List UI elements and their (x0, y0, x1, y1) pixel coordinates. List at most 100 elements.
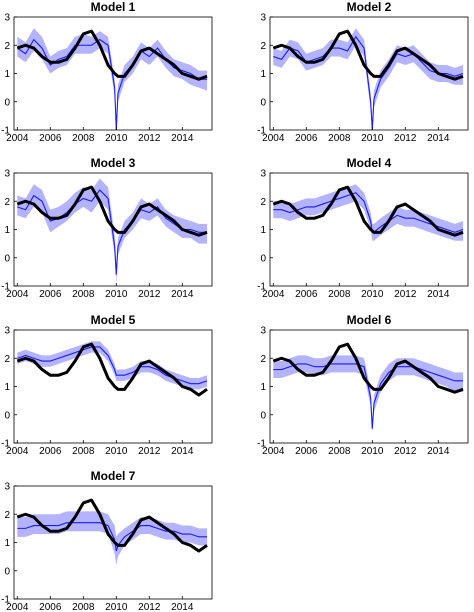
x-tick-label: 2006 (295, 289, 318, 300)
plot-area (272, 184, 464, 241)
y-tick-label: -1 (257, 126, 266, 137)
panel-title: Model 2 (347, 0, 392, 14)
y-tick-label: 1 (4, 69, 10, 80)
x-tick-label: 2012 (138, 446, 161, 457)
x-tick-label: 2004 (6, 133, 29, 144)
panel-title: Model 3 (91, 156, 136, 170)
y-tick-label: 2 (4, 354, 10, 365)
x-tick-label: 2006 (39, 446, 62, 457)
actual-series-line (272, 342, 464, 394)
x-tick-label: 2010 (105, 133, 128, 144)
actual-series-line (16, 342, 208, 397)
plot-area (16, 498, 208, 566)
y-tick-label: -1 (1, 126, 10, 137)
x-tick-label: 2004 (6, 289, 29, 300)
x-tick-label: 2010 (105, 602, 128, 612)
panel-1: -1 0 1 2 3 2004 2006 2008 2010 2012 2014 Model 1 (1, 0, 213, 144)
y-tick-label: 2 (4, 197, 10, 208)
plot-area (16, 341, 208, 397)
y-tick-label: 0 (4, 566, 10, 577)
x-tick-label: 2012 (138, 133, 161, 144)
y-tick-label: 0 (260, 97, 266, 108)
y-tick-label: -1 (257, 282, 266, 293)
x-tick-label: 2008 (72, 602, 95, 612)
y-tick-label: 0 (4, 253, 10, 264)
model-median-line (16, 38, 208, 130)
y-tick-label: 1 (4, 225, 10, 236)
x-tick-label: 2006 (295, 133, 318, 144)
forecast-band (273, 355, 464, 432)
y-tick-label: 2 (4, 510, 10, 521)
y-tick-label: 2 (260, 197, 266, 208)
x-tick-label: 2004 (262, 289, 285, 300)
panel-5: -1 0 1 2 3 2004 2006 2008 2010 2012 2014 Model 5 (1, 313, 213, 457)
panel-title: Model 5 (91, 313, 136, 327)
panel-title: Model 1 (91, 0, 136, 14)
x-tick-label: 2008 (328, 289, 351, 300)
plot-area (272, 28, 464, 130)
actual-series-line (272, 185, 464, 237)
plot-area (16, 28, 208, 130)
x-tick-label: 2014 (427, 289, 450, 300)
x-tick-label: 2006 (295, 446, 318, 457)
panel-7: -1 0 1 2 3 2004 2006 2008 2010 2012 2014 Model 7 (1, 469, 213, 612)
x-tick-label: 2012 (138, 602, 161, 612)
y-tick-label: 0 (4, 97, 10, 108)
y-tick-label: 3 (260, 13, 266, 24)
x-tick-label: 2006 (39, 133, 62, 144)
x-tick-label: 2014 (171, 446, 194, 457)
y-tick-label: 3 (4, 482, 10, 493)
panel-title: Model 6 (347, 313, 392, 327)
actual-series-line (16, 498, 208, 553)
y-tick-label: 3 (4, 326, 10, 337)
y-tick-label: 1 (4, 382, 10, 393)
x-tick-label: 2010 (361, 133, 384, 144)
x-tick-label: 2004 (6, 446, 29, 457)
model-median-line (273, 192, 464, 233)
y-tick-label: 3 (260, 326, 266, 337)
x-tick-label: 2008 (72, 133, 95, 144)
x-tick-label: 2008 (328, 133, 351, 144)
panel-6: -1 0 1 2 3 2004 2006 2008 2010 2012 2014 Model 6 (257, 313, 469, 457)
actual-series-line (16, 29, 208, 81)
x-tick-label: 2006 (39, 602, 62, 612)
x-tick-label: 2010 (361, 446, 384, 457)
model-median-line (273, 363, 464, 429)
x-tick-label: 2008 (72, 446, 95, 457)
x-tick-label: 2014 (171, 289, 194, 300)
panel-title: Model 4 (347, 156, 392, 170)
x-tick-label: 2010 (105, 289, 128, 300)
x-tick-label: 2010 (361, 289, 384, 300)
panel-4: -1 0 1 2 3 2004 2006 2008 2010 2012 2014 Model 4 (257, 156, 469, 300)
x-tick-label: 2012 (394, 289, 417, 300)
y-tick-label: 0 (260, 410, 266, 421)
y-tick-label: 2 (4, 41, 10, 52)
y-tick-label: 1 (260, 382, 266, 393)
actual-series-line (16, 185, 208, 237)
plot-area (272, 342, 464, 432)
y-tick-label: 1 (260, 69, 266, 80)
x-tick-label: 2010 (105, 446, 128, 457)
x-tick-label: 2012 (138, 289, 161, 300)
y-tick-label: -1 (257, 439, 266, 450)
x-tick-label: 2014 (171, 602, 194, 612)
x-tick-label: 2012 (394, 133, 417, 144)
x-tick-label: 2008 (72, 289, 95, 300)
actual-series-line (272, 29, 464, 81)
x-tick-label: 2004 (262, 133, 285, 144)
y-tick-label: -1 (1, 282, 10, 293)
x-tick-label: 2004 (262, 446, 285, 457)
y-tick-label: -1 (1, 595, 10, 606)
x-tick-label: 2006 (39, 289, 62, 300)
y-tick-label: -1 (1, 439, 10, 450)
x-tick-label: 2014 (427, 446, 450, 457)
model-median-line (17, 522, 208, 552)
y-tick-label: 2 (260, 41, 266, 52)
forecast-band (17, 28, 208, 130)
y-tick-label: 1 (260, 225, 266, 236)
y-tick-label: 1 (4, 538, 10, 549)
y-tick-label: 2 (260, 354, 266, 365)
panel-3: -1 0 1 2 3 2004 2006 2008 2010 2012 2014 Model 3 (1, 156, 213, 300)
y-tick-label: 3 (260, 169, 266, 180)
